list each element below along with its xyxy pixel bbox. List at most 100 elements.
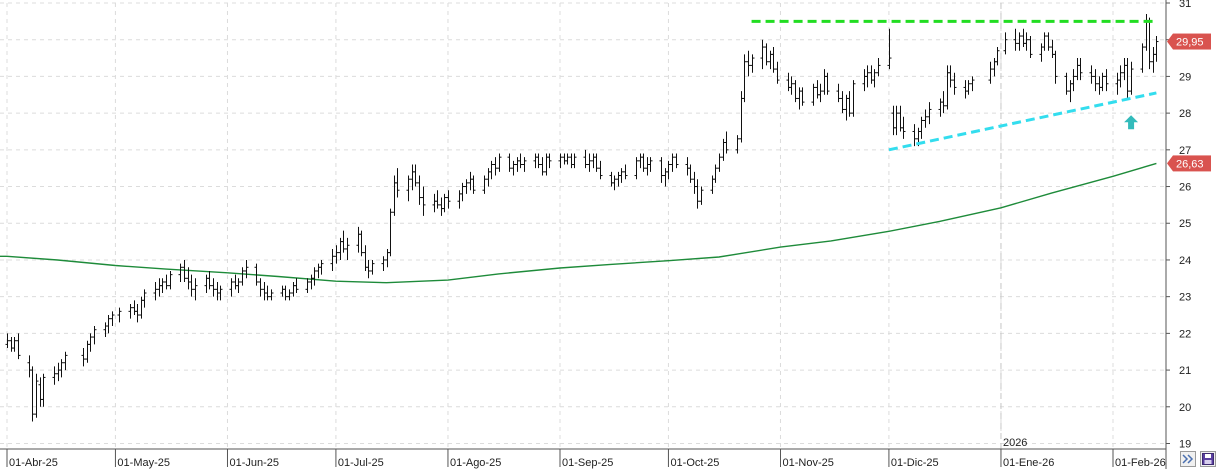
ohlc-bar	[988, 61, 993, 84]
ohlc-bar	[927, 102, 932, 125]
save-button[interactable]	[1200, 451, 1216, 467]
ohlc-bar	[269, 289, 274, 301]
ohlc-bar	[287, 289, 292, 301]
ohlc-bar	[511, 160, 516, 176]
ohlc-bar	[1053, 50, 1058, 84]
ohlc-bar	[641, 153, 646, 172]
ohlc-bar	[229, 278, 234, 297]
ohlc-bar	[1089, 65, 1094, 84]
ohlc-bar	[1071, 69, 1076, 92]
ohlc-bar	[1118, 65, 1123, 88]
x-tick-label: 01-Jun-25	[229, 457, 279, 469]
ohlc-bar	[1028, 36, 1033, 59]
ohlc-bar	[254, 263, 259, 286]
ohlc-bar	[265, 285, 270, 301]
ohlc-bar	[872, 69, 877, 88]
ohlc-bar	[742, 54, 747, 103]
ohlc-bar	[876, 58, 881, 77]
ohlc-bar	[775, 61, 780, 84]
ohlc-bar	[619, 168, 624, 183]
ohlc-bar	[1017, 32, 1022, 51]
ohlc-bar	[764, 43, 769, 66]
ohlc-bar	[493, 157, 498, 176]
ohlc-bar	[840, 91, 845, 114]
ohlc-bar	[666, 160, 671, 180]
support-trendline	[888, 91, 1157, 152]
year-marker-label: 2026	[1003, 437, 1027, 449]
ohlc-bar	[887, 28, 892, 70]
ohlc-bar	[341, 230, 346, 253]
ohlc-bar	[851, 80, 856, 117]
ohlc-bar	[724, 131, 729, 154]
ohlc-bar	[319, 259, 324, 275]
ohlc-bar	[370, 259, 375, 275]
ohlc-bar	[182, 259, 187, 282]
ohlc-bar	[460, 182, 465, 202]
ohlc-bar	[1046, 32, 1051, 51]
ohlc-bar	[12, 337, 17, 352]
moving-average-layer	[0, 162, 1157, 284]
grid-lines	[0, 2, 1166, 449]
ohlc-bar	[406, 175, 411, 202]
ohlc-bar	[518, 153, 523, 169]
y-tick-label: 26	[1179, 182, 1191, 194]
ohlc-bar	[970, 76, 975, 92]
ohlc-bar	[153, 281, 158, 301]
ohlc-bar	[330, 248, 335, 271]
ohlc-bar	[948, 65, 953, 88]
x-tick-label: 01-Nov-25	[782, 457, 833, 469]
ohlc-bar	[800, 87, 805, 106]
ohlc-bar	[1104, 69, 1109, 92]
price-label-text: 29,95	[1176, 37, 1204, 49]
ohlc-bar	[966, 80, 971, 95]
y-tick-label: 20	[1179, 402, 1191, 414]
x-tick-label: 01-Ene-26	[1003, 457, 1054, 469]
ohlc-bar	[41, 373, 46, 407]
ohlc-bar	[211, 278, 216, 297]
ohlc-bar	[81, 348, 86, 367]
y-tick-label: 28	[1179, 108, 1191, 120]
price-bars	[5, 14, 1159, 422]
x-tick-label: 01-Feb-26	[1115, 457, 1166, 469]
x-tick-label: 01-May-25	[117, 457, 170, 469]
ohlc-bar	[63, 351, 68, 371]
y-tick-label: 23	[1179, 292, 1191, 304]
scroll-to-end-button[interactable]	[1180, 451, 1196, 467]
ohlc-bar	[750, 54, 755, 73]
ohlc-bar	[244, 259, 249, 279]
ohlc-bar	[110, 311, 115, 327]
y-tick-label: 22	[1179, 328, 1191, 340]
ohlc-bar	[305, 278, 310, 293]
ohlc-bar	[5, 333, 10, 349]
ohlc-bar	[1042, 32, 1047, 51]
double-chevron-right-icon	[1182, 454, 1194, 464]
y-tick-label: 19	[1179, 438, 1191, 450]
ohlc-bar	[558, 153, 563, 169]
ohlc-bar	[489, 160, 494, 180]
ohlc-bar	[789, 76, 794, 95]
y-tick-label: 31	[1179, 0, 1191, 10]
ohlc-bar	[952, 72, 957, 95]
ohlc-bar	[717, 153, 722, 172]
ohlc-bar	[381, 256, 386, 271]
ohlc-bar	[865, 65, 870, 88]
ohlc-bar	[30, 366, 35, 422]
y-tick-label: 27	[1179, 145, 1191, 157]
ohlc-bar	[294, 278, 299, 293]
ohlc-bar	[417, 175, 422, 205]
ohlc-bar	[92, 326, 97, 345]
ohlc-bar	[670, 153, 675, 172]
ohlc-bar	[88, 333, 93, 352]
ohlc-bar	[583, 149, 588, 169]
price-label-box	[1173, 33, 1211, 50]
ohlc-bar	[160, 278, 165, 293]
floppy-disk-icon	[1202, 453, 1214, 465]
ohlc-bar	[536, 153, 541, 169]
ohlc-bar	[117, 307, 122, 323]
ohlc-bar	[735, 135, 740, 154]
ohlc-bar	[16, 333, 21, 360]
ohlc-bar	[312, 267, 317, 286]
ohlc-bar	[193, 278, 198, 301]
